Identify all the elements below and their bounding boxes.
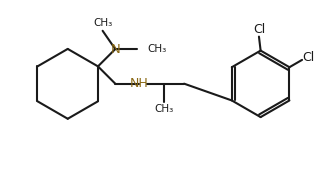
- Text: Cl: Cl: [303, 51, 315, 64]
- Text: N: N: [111, 43, 120, 56]
- Text: CH₃: CH₃: [147, 44, 167, 54]
- Text: Cl: Cl: [253, 23, 265, 36]
- Text: CH₃: CH₃: [154, 104, 174, 114]
- Text: NH: NH: [130, 77, 149, 90]
- Text: CH₃: CH₃: [93, 18, 112, 29]
